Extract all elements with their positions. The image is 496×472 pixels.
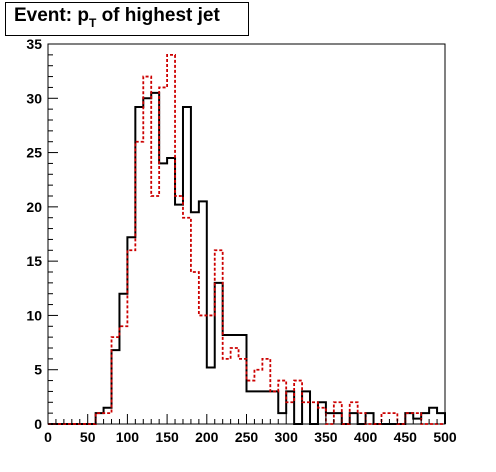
series-layer <box>48 53 446 425</box>
x-tick-label: 100 <box>116 429 140 445</box>
x-tick-label: 450 <box>394 429 418 445</box>
title-subscript: T <box>88 16 97 30</box>
series-1-outline <box>48 53 445 425</box>
x-tick-label: 0 <box>44 429 52 445</box>
x-tick-label: 350 <box>314 429 338 445</box>
title-prefix: Event: p <box>14 5 89 26</box>
y-tick-label: 25 <box>26 145 42 161</box>
x-tick-label: 50 <box>80 429 96 445</box>
x-tick-label: 400 <box>354 429 378 445</box>
chart-title: Event: pT of highest jet <box>14 5 220 30</box>
y-tick-label: 35 <box>26 36 42 52</box>
x-tick-label: 150 <box>155 429 179 445</box>
x-tick-label: 200 <box>195 429 219 445</box>
axis-layer: 0 50 100 150 200 250 300 350 400 450 500 0 5 10 15 20 25… <box>26 36 456 445</box>
x-tick-label: 300 <box>275 429 299 445</box>
y-tick-label: 10 <box>26 307 42 323</box>
y-tick-label: 30 <box>26 90 42 106</box>
y-tick-label: 20 <box>26 199 42 215</box>
title-suffix: of highest jet <box>96 5 220 26</box>
y-tick-label: 15 <box>26 253 42 269</box>
y-tick-label: 0 <box>34 416 42 432</box>
x-tick-label: 500 <box>433 429 457 445</box>
x-tick-label: 250 <box>235 429 259 445</box>
y-tick-label: 5 <box>34 362 42 378</box>
chart-title-box: Event: pT of highest jet <box>5 2 249 36</box>
